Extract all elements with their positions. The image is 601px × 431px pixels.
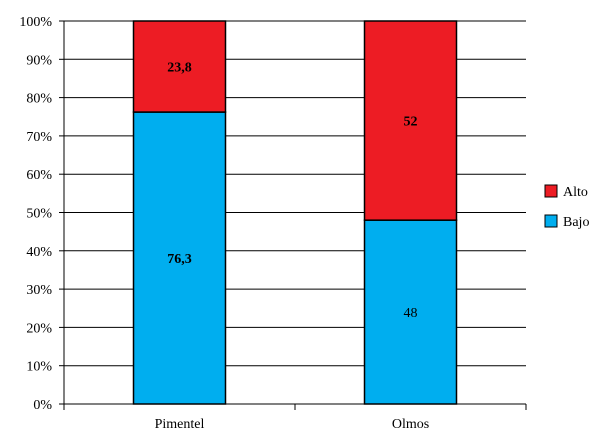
- y-tick-label: 40%: [26, 245, 52, 260]
- y-tick-label: 50%: [26, 207, 52, 222]
- legend-swatch-bajo: [545, 215, 557, 227]
- data-label-bajo-olmos: 48: [404, 306, 418, 321]
- legend: Alto Bajo: [545, 185, 589, 230]
- y-tick-label: 20%: [26, 321, 52, 336]
- y-tick-label: 100%: [19, 15, 52, 30]
- legend-swatch-alto: [545, 185, 557, 197]
- data-label-alto-pimentel: 23,8: [167, 61, 192, 76]
- data-label-alto-olmos: 52: [404, 115, 418, 130]
- y-tick-label: 0%: [33, 398, 52, 413]
- legend-label-bajo: Bajo: [563, 215, 589, 230]
- y-tick-label: 60%: [26, 168, 52, 183]
- y-tick-label: 30%: [26, 283, 52, 298]
- data-label-bajo-pimentel: 76,3: [167, 252, 192, 267]
- y-tick-label: 10%: [26, 360, 52, 375]
- category-label-pimentel: Pimentel: [155, 417, 205, 431]
- y-tick-label: 90%: [26, 53, 52, 68]
- y-axis-ticks: 0% 10% 20% 30% 40% 50% 60% 70% 80% 90% 100%: [19, 15, 64, 413]
- y-tick-label: 80%: [26, 92, 52, 107]
- category-labels: Pimentel Olmos: [155, 417, 430, 431]
- y-tick-label: 70%: [26, 130, 52, 145]
- category-label-olmos: Olmos: [392, 417, 429, 431]
- legend-label-alto: Alto: [563, 185, 588, 200]
